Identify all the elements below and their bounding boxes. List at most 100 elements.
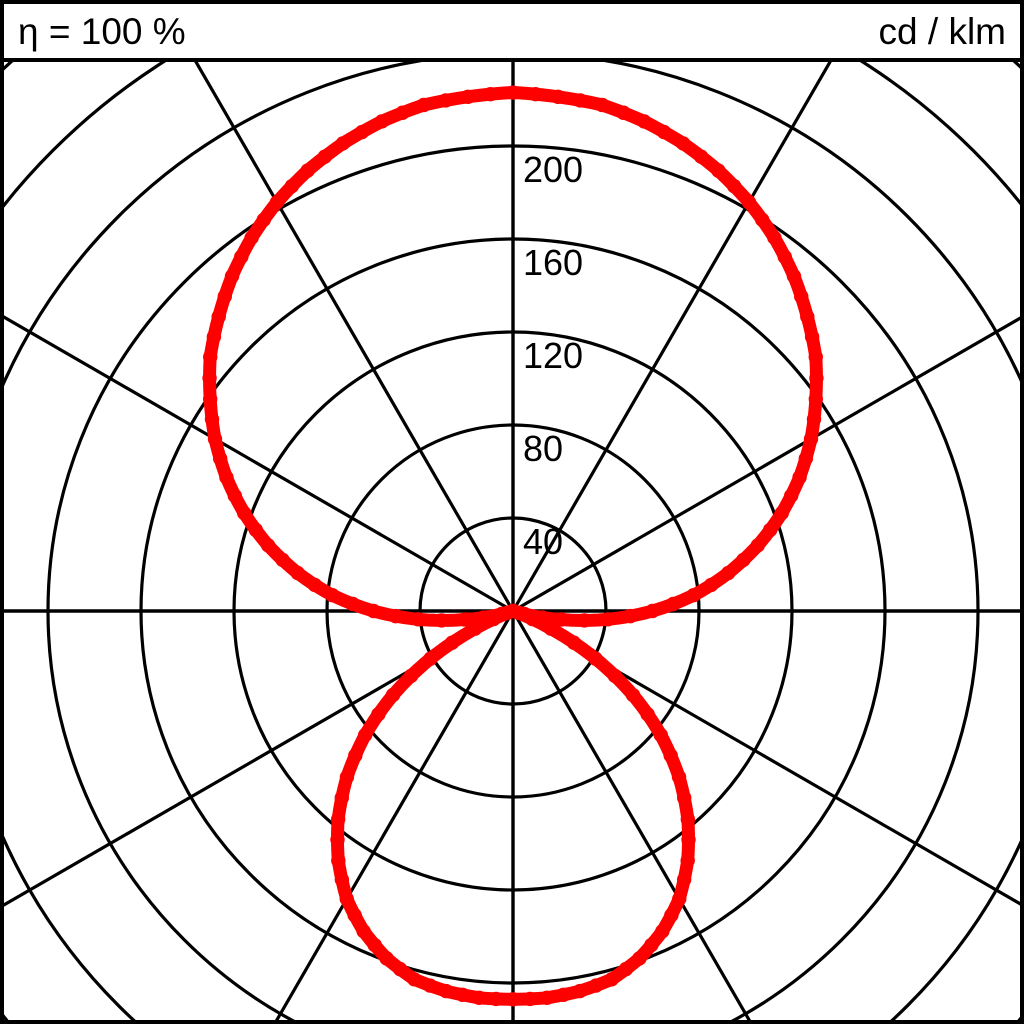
data-point-marker xyxy=(202,370,217,386)
data-point-marker xyxy=(644,937,659,953)
data-point-marker xyxy=(741,195,757,210)
data-point-marker xyxy=(588,651,603,666)
data-point-marker xyxy=(455,987,470,1002)
data-point-marker xyxy=(334,790,349,806)
data-point-marker xyxy=(354,124,370,140)
data-point-marker xyxy=(374,114,390,129)
grid-spoke xyxy=(275,610,515,1020)
data-point-marker xyxy=(494,606,509,622)
data-point-marker xyxy=(356,924,371,939)
data-point-marker xyxy=(656,124,672,140)
data-point-marker xyxy=(423,651,438,666)
data-point-marker xyxy=(204,412,220,427)
data-point-marker xyxy=(798,451,814,466)
data-point-marker xyxy=(686,587,701,603)
data-point-marker xyxy=(553,612,569,627)
data-point-marker xyxy=(416,97,431,113)
data-point-marker xyxy=(755,212,770,227)
data-point-marker xyxy=(704,577,719,593)
polar-plot-area: 40 80 120 160 200 xyxy=(4,62,1020,1020)
data-point-marker xyxy=(367,937,382,953)
data-point-marker xyxy=(227,488,243,503)
data-point-marker xyxy=(206,329,222,345)
angular-grid-spokes xyxy=(4,62,1020,1020)
data-point-marker xyxy=(664,907,679,923)
data-point-marker xyxy=(339,891,354,907)
radial-tick-labels: 40 80 120 160 200 xyxy=(523,149,583,562)
radial-tick-label: 160 xyxy=(523,242,583,283)
grid-spoke xyxy=(4,315,514,613)
data-point-marker xyxy=(284,178,300,194)
data-point-marker xyxy=(663,748,678,763)
data-point-marker xyxy=(244,230,259,245)
data-point-marker xyxy=(348,748,363,763)
grid-spoke xyxy=(511,62,832,612)
data-point-marker xyxy=(680,812,696,827)
grid-spoke xyxy=(512,609,1020,906)
data-point-marker xyxy=(237,505,252,521)
data-point-marker xyxy=(388,608,403,624)
data-point-marker xyxy=(588,978,604,993)
data-point-marker xyxy=(806,412,822,427)
data-point-marker xyxy=(366,603,381,619)
data-point-marker xyxy=(339,769,355,785)
data-point-marker xyxy=(334,872,350,887)
data-point-marker xyxy=(803,431,819,447)
data-point-marker xyxy=(528,86,543,102)
data-point-marker xyxy=(269,195,285,210)
grid-spoke xyxy=(512,316,1020,613)
data-point-marker xyxy=(505,992,521,1007)
data-point-marker xyxy=(808,391,824,407)
data-point-marker xyxy=(275,552,290,568)
data-point-marker xyxy=(808,349,823,365)
data-point-marker xyxy=(345,596,360,612)
data-point-marker xyxy=(632,951,647,966)
data-point-marker xyxy=(202,391,218,407)
data-point-marker xyxy=(347,907,362,923)
data-point-marker xyxy=(476,610,491,625)
data-point-marker xyxy=(693,149,709,164)
data-point-marker xyxy=(681,832,696,847)
data-point-marker xyxy=(505,85,521,100)
grid-spoke xyxy=(194,62,515,612)
data-point-marker xyxy=(403,668,419,684)
data-point-marker xyxy=(261,538,276,553)
data-point-marker xyxy=(672,891,687,907)
data-point-marker xyxy=(219,470,234,485)
data-point-marker xyxy=(379,951,394,966)
data-point-marker xyxy=(317,149,333,164)
polar-chart-svg: 40 80 120 160 200 xyxy=(4,62,1020,1020)
data-point-marker xyxy=(300,163,315,178)
diagram-header: η = 100 % cd / klm xyxy=(4,4,1020,62)
data-point-marker xyxy=(556,987,571,1002)
grid-spoke xyxy=(511,610,751,1020)
data-point-marker xyxy=(800,309,815,324)
data-point-marker xyxy=(522,991,538,1007)
data-point-marker xyxy=(680,853,695,868)
data-point-marker xyxy=(623,608,638,624)
data-point-marker xyxy=(600,612,616,627)
data-point-marker xyxy=(331,853,346,868)
data-point-marker xyxy=(616,105,631,120)
data-point-marker xyxy=(385,687,401,703)
data-point-marker xyxy=(410,612,426,627)
data-point-marker xyxy=(224,268,240,284)
data-point-marker xyxy=(335,136,351,151)
data-point-marker xyxy=(217,289,232,304)
data-point-marker xyxy=(595,97,610,113)
data-point-marker xyxy=(457,612,473,627)
data-point-marker xyxy=(407,972,422,987)
data-point-marker xyxy=(655,924,670,939)
radial-tick-label: 120 xyxy=(523,335,583,376)
data-point-marker xyxy=(804,329,820,345)
data-point-marker xyxy=(438,93,453,108)
data-point-marker xyxy=(290,565,305,581)
data-point-marker xyxy=(572,983,588,999)
data-point-marker xyxy=(750,538,765,553)
data-point-marker xyxy=(203,349,218,365)
data-point-marker xyxy=(248,522,263,538)
data-point-marker xyxy=(636,114,652,129)
units-label: cd / klm xyxy=(878,10,1006,52)
data-point-marker xyxy=(330,812,346,827)
